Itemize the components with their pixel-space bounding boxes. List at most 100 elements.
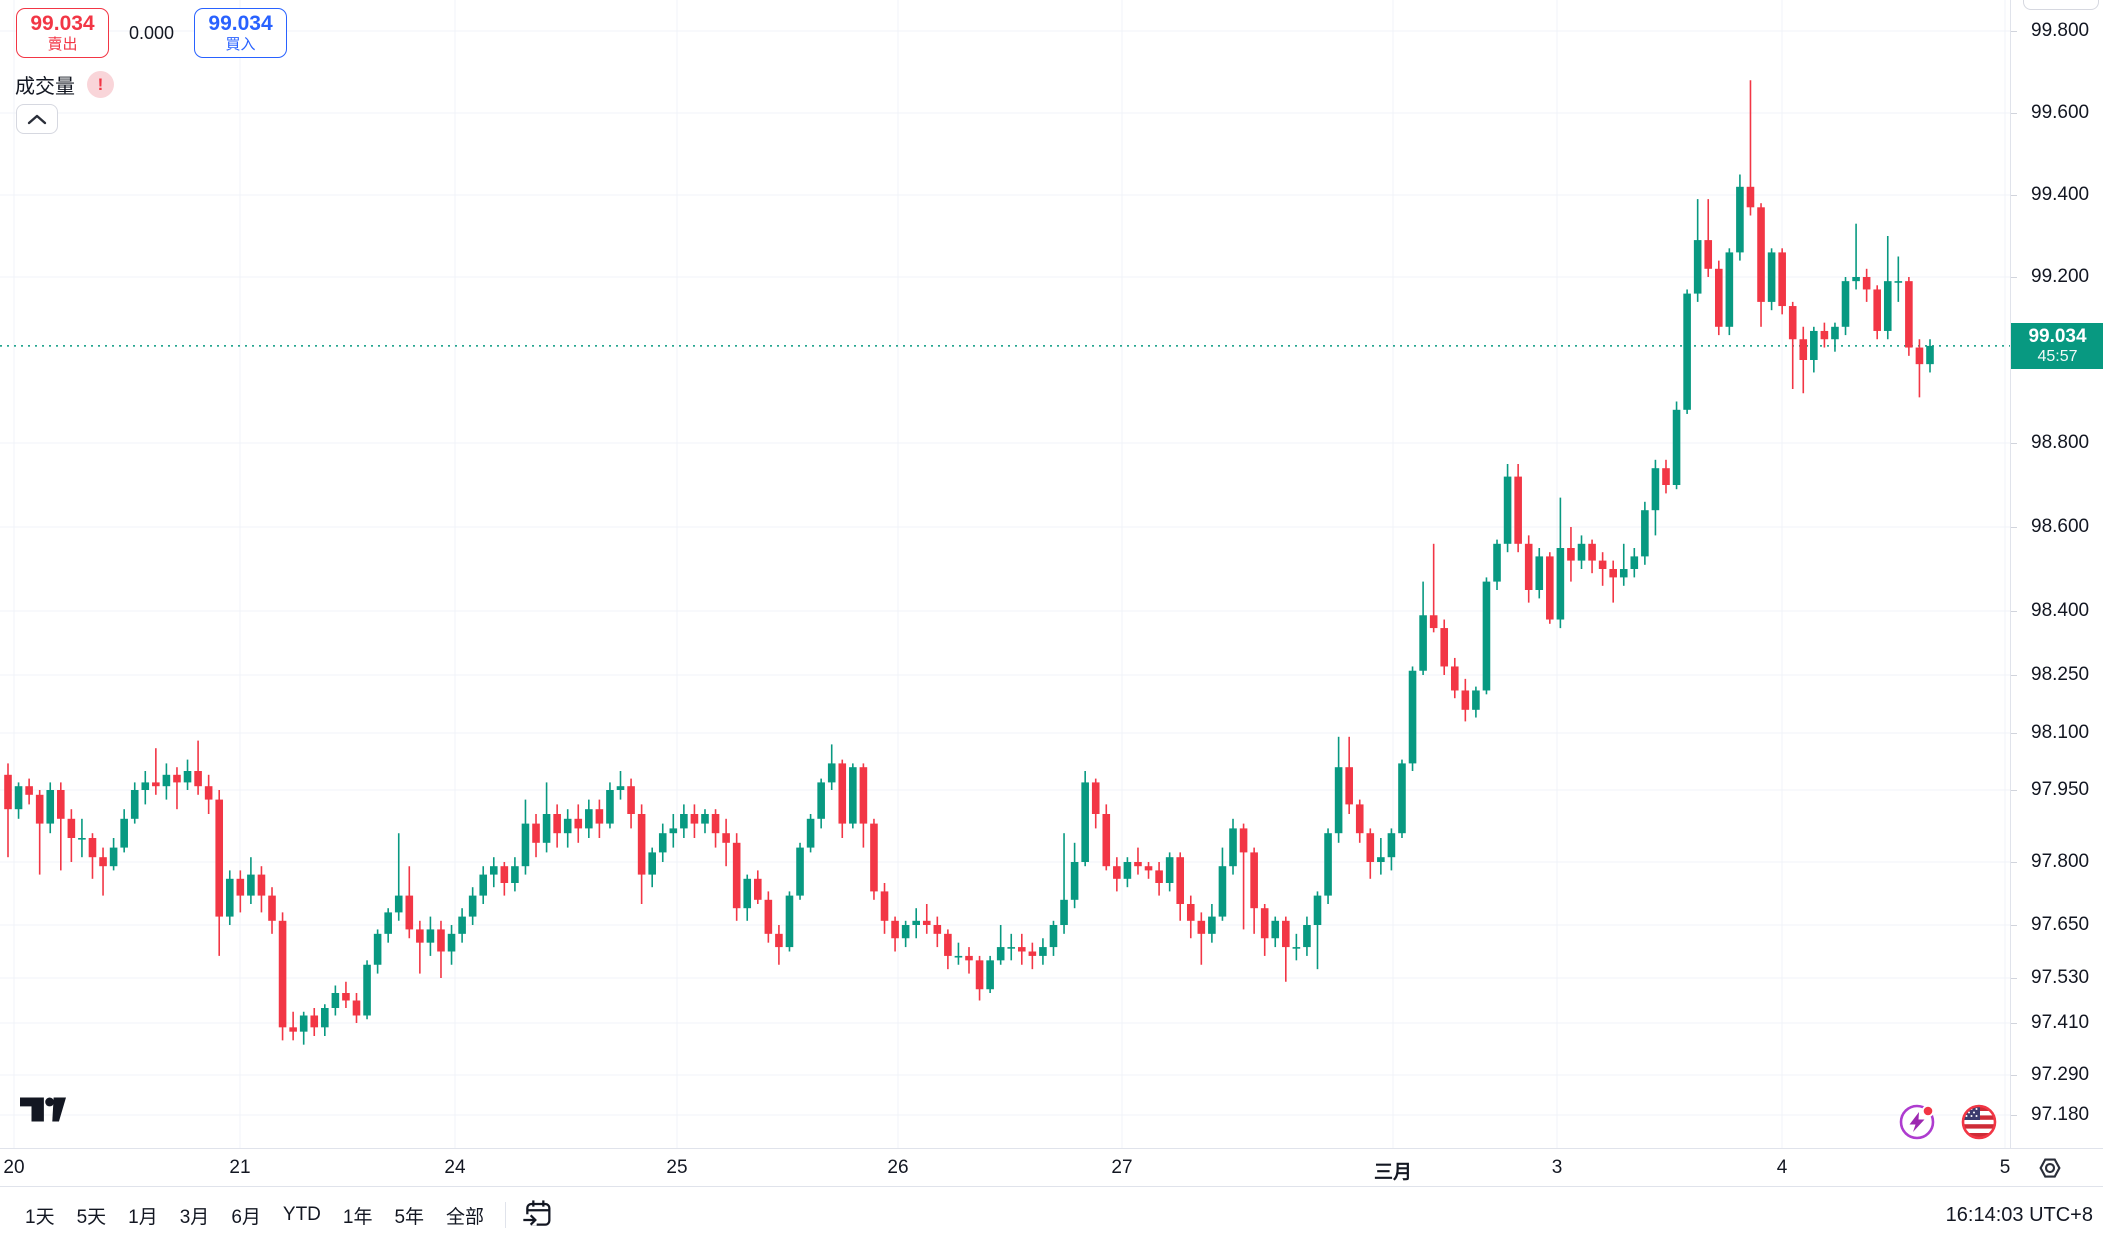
candle: [1260, 904, 1269, 956]
tradingview-logo[interactable]: [20, 1096, 66, 1128]
candle: [35, 790, 44, 875]
candle: [1524, 535, 1533, 603]
price-axis-label: 98.600: [2031, 516, 2090, 537]
candle: [891, 916, 899, 952]
candle: [1060, 833, 1068, 934]
candle: [405, 866, 414, 939]
range-button-全部[interactable]: 全部: [435, 1196, 495, 1235]
warning-icon[interactable]: !: [87, 71, 114, 98]
candle: [1208, 904, 1216, 943]
candle: [542, 782, 551, 853]
price-axis-label: 97.650: [2031, 914, 2090, 935]
candle: [67, 809, 76, 862]
candle: [574, 804, 583, 843]
time-axis-label: 21: [229, 1157, 251, 1178]
range-button-5年[interactable]: 5年: [383, 1196, 435, 1235]
candle: [1915, 339, 1924, 398]
range-button-5天[interactable]: 5天: [66, 1196, 118, 1235]
candle: [1292, 933, 1301, 961]
candle: [1746, 80, 1755, 216]
us-flag-icon: [1961, 1104, 1997, 1140]
candle: [1757, 203, 1765, 327]
price-axis-tick: [2011, 611, 2017, 612]
candle: [743, 874, 752, 921]
candle: [1387, 828, 1396, 871]
tradingview-logo-icon: [20, 1097, 66, 1122]
go-to-date-button[interactable]: [516, 1196, 560, 1235]
price-axis-label: 99.600: [2031, 102, 2090, 123]
candle: [912, 908, 920, 939]
candle: [1778, 248, 1786, 315]
candle: [1398, 759, 1406, 838]
candle: [363, 960, 371, 1020]
buy-button[interactable]: 99.034 買入: [194, 8, 288, 58]
candle: [849, 763, 857, 829]
time-axis-label: 20: [3, 1157, 25, 1178]
candle: [1588, 539, 1596, 574]
warning-glyph: !: [97, 74, 104, 94]
candle: [838, 759, 847, 838]
candle: [1820, 322, 1829, 348]
candle: [1007, 933, 1016, 961]
candle: [342, 981, 350, 1008]
axis-top-button[interactable]: [2023, 0, 2099, 10]
price-axis-tick: [2011, 733, 2017, 734]
toolbar-divider: [505, 1202, 507, 1228]
candle: [1619, 543, 1628, 586]
symbol-country-button[interactable]: [1959, 1102, 1999, 1142]
collapse-pane-button[interactable]: [16, 104, 58, 134]
price-axis-tick: [2011, 1023, 2017, 1024]
current-price-tag[interactable]: 99.034 45:57: [2011, 322, 2103, 369]
candle: [1429, 543, 1438, 633]
time-axis[interactable]: 20 21 24 25 26 27 三月 3 4 5: [0, 1148, 2103, 1187]
bar-countdown: 45:57: [2037, 347, 2078, 365]
candle: [1134, 847, 1142, 875]
candle: [1598, 552, 1607, 586]
candle: [1672, 401, 1681, 490]
candle: [1450, 657, 1459, 699]
price-axis[interactable]: 99.800 99.600 99.400 99.200 98.800 98.600 98.4…: [2010, 0, 2103, 1148]
candle: [500, 862, 509, 896]
sell-button[interactable]: 99.034 賣出: [16, 8, 109, 58]
price-axis-label: 97.800: [2031, 851, 2090, 872]
candle: [1102, 804, 1111, 871]
candle: [1556, 497, 1565, 629]
candle: [711, 809, 720, 848]
range-button-1年[interactable]: 1年: [332, 1196, 384, 1235]
candle: [1852, 223, 1860, 290]
candle: [162, 763, 171, 800]
candle: [965, 947, 973, 974]
candle: [1831, 322, 1839, 352]
candle: [1662, 459, 1670, 494]
price-scale-settings-button[interactable]: [2035, 1153, 2065, 1188]
candle: [1440, 619, 1449, 675]
range-button-YTD[interactable]: YTD: [272, 1198, 332, 1232]
candlestick-chart-canvas[interactable]: [0, 0, 2010, 1148]
candle: [1894, 256, 1903, 302]
clock[interactable]: 16:14:03 UTC+8: [1945, 1203, 2093, 1226]
candle: [109, 838, 118, 871]
candle: [1493, 539, 1501, 590]
candle: [152, 748, 160, 795]
candle: [331, 985, 340, 1016]
candle: [1334, 736, 1343, 843]
price-axis-tick: [2011, 443, 2017, 444]
candle: [479, 866, 488, 904]
candle: [225, 870, 234, 925]
spark-ideas-button[interactable]: [1897, 1102, 1937, 1142]
candle: [268, 887, 276, 934]
candle: [1303, 916, 1311, 956]
candle: [4, 763, 12, 858]
candle: [1514, 464, 1522, 553]
candle: [954, 942, 963, 965]
range-button-1月[interactable]: 1月: [117, 1196, 169, 1235]
range-button-3月[interactable]: 3月: [169, 1196, 221, 1235]
candle: [922, 904, 931, 934]
range-button-1天[interactable]: 1天: [14, 1196, 66, 1235]
indicator-name[interactable]: 成交量: [15, 76, 75, 98]
candle: [722, 818, 730, 867]
candle: [1155, 862, 1163, 896]
candle: [173, 767, 181, 810]
range-button-6月[interactable]: 6月: [220, 1196, 272, 1235]
